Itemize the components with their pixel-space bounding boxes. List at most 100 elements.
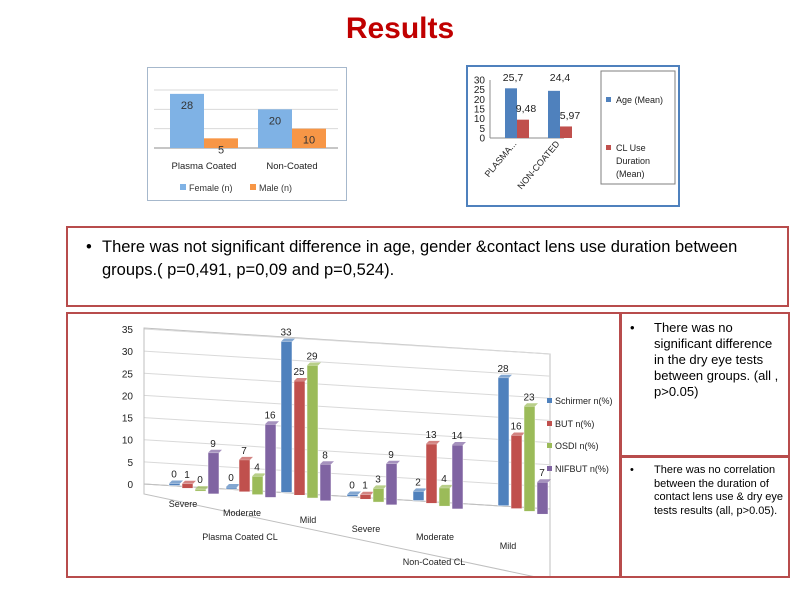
tick-label: 25 (122, 369, 134, 380)
data-label: 5 (218, 144, 224, 156)
summary-bullet: • There was not significant difference i… (86, 236, 776, 282)
gender-chart: 28 5 Plasma Coated 20 10 Non-Coated Female (n)… (147, 67, 347, 201)
bullet-icon: • (630, 320, 635, 335)
bar-top (294, 377, 308, 381)
legend-swatch (606, 97, 611, 102)
bar-top (195, 486, 209, 490)
bar-top (182, 480, 196, 484)
category-label: PLASMA... (483, 139, 519, 179)
legend-box (600, 70, 676, 185)
bar-top (386, 460, 400, 464)
category-label: Non-Coated (266, 161, 317, 172)
data-label: 28 (497, 364, 509, 375)
category-label: Mild (500, 541, 517, 551)
data-label: 9 (388, 450, 394, 461)
data-label: 0 (171, 470, 177, 481)
bar (258, 109, 292, 148)
bar (181, 483, 194, 489)
bar (372, 488, 385, 503)
data-label: 16 (510, 421, 522, 432)
category-label: Severe (169, 499, 198, 509)
category-label: Moderate (416, 532, 454, 542)
data-label: 23 (523, 392, 535, 403)
tick-label: 15 (474, 105, 486, 116)
legend-swatch (250, 184, 256, 190)
legend-swatch (606, 145, 611, 150)
bar (225, 486, 238, 490)
tick-label: 0 (479, 134, 485, 145)
bar-top (511, 432, 525, 436)
bar (548, 90, 560, 138)
tick-label: 10 (474, 114, 486, 125)
no-correlation-text: There was no correlation between the dur… (654, 464, 784, 517)
data-label: 0 (228, 473, 234, 484)
data-label: 28 (181, 100, 193, 112)
bar-top (452, 441, 466, 445)
legend-label: NIFBUT n(%) (555, 464, 609, 474)
data-label: 10 (303, 135, 315, 147)
tick-label: 25 (474, 85, 486, 96)
bar-top (426, 440, 440, 444)
gridline (143, 417, 551, 444)
data-label: 24,4 (550, 72, 571, 84)
bar (170, 93, 204, 148)
bullet-icon: • (630, 464, 634, 476)
group-label: Plasma Coated CL (202, 532, 278, 542)
gender-chart-svg: 28 5 Plasma Coated 20 10 Non-Coated Female (n)… (154, 89, 338, 193)
bar (359, 494, 372, 500)
tick-label: 5 (479, 124, 485, 135)
tick-label: 30 (474, 76, 486, 87)
bar (523, 406, 536, 512)
age-duration-chart: 0 5 10 15 20 25 30 PLASMA... NON-COATED 25,7 24,4 9… (466, 65, 680, 207)
bar-top (265, 421, 279, 425)
tick-label: 20 (122, 391, 134, 402)
bar-top (281, 338, 295, 342)
tick-label: 20 (474, 95, 486, 106)
bar (319, 464, 332, 502)
bar-top (307, 362, 321, 366)
bar (536, 481, 549, 515)
data-label: 0 (349, 481, 355, 492)
legend-label-line: Duration (616, 156, 650, 166)
legend-label: Age (Mean) (616, 95, 663, 105)
legend-swatch (547, 421, 552, 426)
bar (207, 452, 220, 495)
data-label: 1 (362, 481, 368, 492)
legend-swatch (547, 443, 552, 448)
data-label: 29 (306, 351, 318, 362)
tick-label: 0 (127, 480, 133, 491)
bar (238, 459, 251, 493)
tick-label: 30 (122, 347, 134, 358)
gridline (143, 439, 551, 466)
bar (517, 119, 529, 138)
gridline (143, 350, 551, 377)
bar (510, 435, 523, 509)
bar (204, 138, 238, 148)
tick-label: 15 (122, 414, 134, 425)
bar-top (537, 479, 551, 483)
bar-top (498, 374, 512, 378)
bar (168, 483, 181, 486)
category-label: Plasma Coated (172, 161, 237, 172)
dry-eye-tests-chart: 0 5 10 15 20 25 30 35 0 1 0 9 0 7 4 16 33 25 29 8 0 1 3 9 2 13 4 14… (66, 312, 621, 581)
data-label: 4 (254, 462, 260, 473)
gridline (143, 394, 551, 421)
bar (505, 88, 517, 138)
data-label: 20 (269, 115, 281, 127)
legend-swatch (547, 466, 552, 471)
legend-label: Female (n) (189, 183, 233, 193)
data-label: 7 (539, 468, 545, 479)
bar (425, 443, 438, 504)
bar-top (320, 461, 334, 465)
legend-swatch (180, 184, 186, 190)
legend-label: OSDI n(%) (555, 441, 599, 451)
tick-label: 10 (122, 436, 134, 447)
bar (560, 126, 572, 138)
tick-label: 5 (127, 458, 133, 469)
gridline (143, 372, 551, 399)
bar (280, 341, 293, 493)
tick-label: 35 (122, 325, 134, 336)
bar-top (524, 403, 538, 407)
